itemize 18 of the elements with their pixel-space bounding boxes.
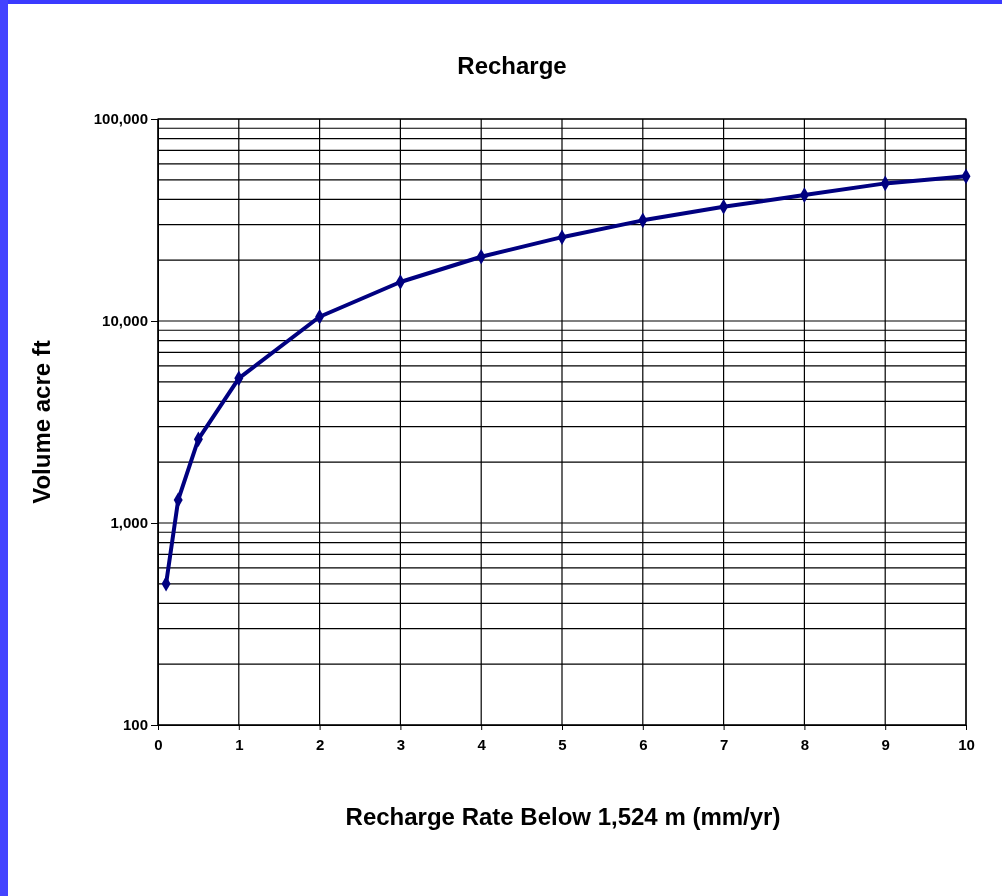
y-tick-label: 100,000 bbox=[93, 110, 148, 128]
x-tick-label: 6 bbox=[639, 735, 648, 753]
x-tick-label: 10 bbox=[958, 735, 975, 753]
x-tick-label: 8 bbox=[800, 735, 810, 753]
x-tick-label: 3 bbox=[396, 735, 406, 753]
x-tick-label: 2 bbox=[315, 735, 325, 753]
x-tick-label: 0 bbox=[154, 735, 163, 753]
x-axis-title: Recharge Rate Below 1,524 m (mm/yr) bbox=[345, 803, 781, 830]
x-tick-label: 1 bbox=[235, 735, 244, 753]
y-tick-label: 100 bbox=[122, 716, 148, 734]
x-tick-label: 9 bbox=[881, 735, 890, 753]
x-tick-label: 4 bbox=[477, 735, 487, 753]
x-tick-label: 7 bbox=[719, 735, 729, 753]
y-axis-title: Volume acre ft bbox=[28, 340, 55, 504]
chart-title: Recharge bbox=[457, 52, 567, 79]
x-tick-label: 5 bbox=[558, 735, 567, 753]
y-tick-label: 10,000 bbox=[102, 312, 148, 330]
y-tick-label: 1,000 bbox=[110, 514, 148, 532]
